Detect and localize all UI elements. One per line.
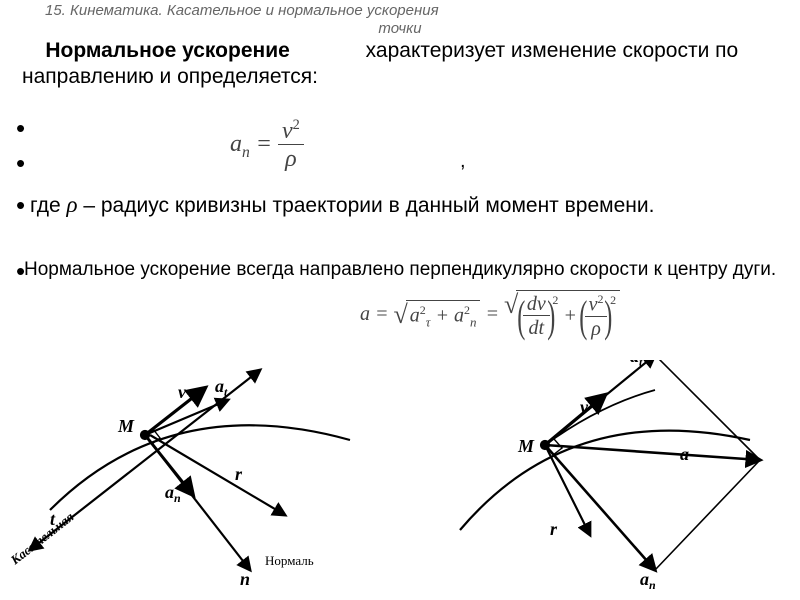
lbl-at-left: a bbox=[215, 376, 224, 396]
f1-den: ρ bbox=[278, 145, 304, 174]
lbl-r-left: r bbox=[235, 464, 243, 484]
f1-lhs-sub: n bbox=[242, 143, 250, 160]
f2-atau: a bbox=[410, 305, 420, 327]
lbl-an-left: a bbox=[165, 482, 174, 502]
bullet-1: • bbox=[16, 115, 25, 141]
left-labels: M v at an r n t Касательная Нормаль bbox=[10, 376, 314, 589]
f1-num: v bbox=[282, 118, 293, 144]
lbl-an-rsub: n bbox=[649, 578, 656, 592]
f2-eq1: = bbox=[375, 303, 394, 325]
lbl-an-left-sub: n bbox=[174, 491, 181, 505]
f2-a: a bbox=[360, 303, 370, 325]
lbl-r-right: r bbox=[550, 519, 558, 539]
svg-text:an: an bbox=[165, 482, 181, 505]
lbl-M-left: M bbox=[117, 416, 135, 436]
lbl-v-right: v bbox=[580, 397, 589, 417]
f1-num-sup: 2 bbox=[293, 117, 300, 133]
f2-n: n bbox=[470, 315, 477, 330]
f1-lhs: a bbox=[230, 131, 242, 157]
trailing-comma: , bbox=[460, 150, 466, 173]
lbl-n-left: n bbox=[240, 569, 250, 589]
kinematics-diagrams: M v at an r n t Касательная Нормаль M v bbox=[10, 360, 790, 595]
bullet-3: • bbox=[16, 192, 25, 218]
f1-eq: = bbox=[256, 131, 278, 157]
lbl-v-left: v bbox=[178, 382, 187, 402]
lbl-at-right: a bbox=[630, 360, 639, 366]
svg-text:at: at bbox=[215, 376, 228, 399]
svg-text:at: at bbox=[630, 360, 643, 369]
formula-total-a: a = √ a2τ + a2n = √ ( dv dt )2 + ( v2 ρ … bbox=[360, 290, 620, 341]
right-diagram bbox=[460, 360, 760, 570]
lead-bold: Нормальное ускорение bbox=[45, 39, 289, 62]
formula-an: an = v2 ρ bbox=[230, 118, 304, 174]
left-diagram bbox=[30, 370, 350, 570]
f2-dt: dt bbox=[523, 316, 550, 340]
lead-paragraph: Нормальное ускорение характеризует измен… bbox=[22, 38, 778, 91]
lbl-kas: Касательная bbox=[10, 509, 77, 568]
lbl-an-right: a bbox=[640, 569, 649, 589]
f2-dv: dv bbox=[523, 293, 550, 316]
lbl-a-right: a bbox=[680, 444, 689, 464]
rho-pre: где bbox=[30, 194, 66, 217]
slide-header-line1: 15. Кинематика. Касательное и нормальное… bbox=[45, 2, 780, 19]
normal-direction-text: Нормальное ускорение всегда направлено п… bbox=[24, 258, 778, 282]
lbl-norm: Нормаль bbox=[265, 553, 314, 568]
f2-eq2: = bbox=[485, 303, 504, 325]
rho-definition: где ρ – радиус кривизны траектории в дан… bbox=[30, 190, 778, 220]
f2-2d: 2 bbox=[597, 292, 603, 306]
rho-post: – радиус кривизны траектории в данный мо… bbox=[78, 194, 655, 217]
svg-text:an: an bbox=[640, 569, 656, 592]
bullet-2: • bbox=[16, 150, 25, 176]
lbl-M-right: M bbox=[517, 436, 535, 456]
slide-header-line2: точки bbox=[0, 20, 800, 37]
f2-plus1: + bbox=[435, 305, 454, 327]
f2-an: a bbox=[454, 305, 464, 327]
rho-symbol: ρ bbox=[66, 192, 77, 217]
f2-tau: τ bbox=[426, 315, 431, 330]
